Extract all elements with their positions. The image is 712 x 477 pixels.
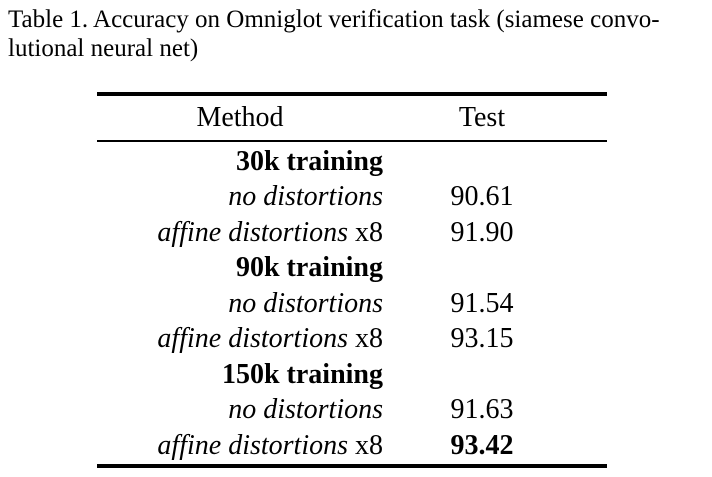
method-cell: no distortions [97, 288, 387, 320]
table-row: no distortions 90.61 [97, 180, 607, 216]
test-value: 90.61 [450, 181, 514, 213]
method-suffix: x8 [348, 429, 383, 461]
method-cell: no distortions [97, 394, 387, 426]
table-row: 30k training [97, 144, 607, 180]
table-row: 90k training [97, 251, 607, 287]
table-row: affine distortions x8 93.15 [97, 322, 607, 358]
method-label: affine distortions [157, 216, 348, 248]
table-row: affine distortions x8 93.42 [97, 428, 607, 464]
caption-line-1: Table 1. Accuracy on Omniglot verificati… [8, 6, 660, 33]
test-value: 93.15 [450, 323, 514, 355]
test-value: 91.90 [450, 216, 514, 248]
table-row: no distortions 91.63 [97, 393, 607, 429]
test-value: 93.42 [450, 429, 514, 461]
method-cell: 90k training [235, 252, 383, 284]
table-caption: Table 1. Accuracy on Omniglot verificati… [8, 5, 708, 63]
method-label: no distortions [228, 181, 383, 213]
method-column-header: Method [196, 102, 284, 133]
method-label: no distortions [228, 394, 383, 426]
method-suffix: x8 [348, 323, 383, 355]
header-rule [97, 140, 607, 142]
top-rule [97, 92, 607, 96]
method-label: affine distortions [157, 323, 348, 355]
test-value: 91.54 [450, 287, 514, 319]
table-row: no distortions 91.54 [97, 286, 607, 322]
method-cell: affine distortions x8 [97, 217, 387, 249]
method-cell: affine distortions x8 [97, 430, 387, 462]
table-row: affine distortions x8 91.90 [97, 215, 607, 251]
table-body: 30k training no distortions 90.61 affine… [97, 142, 607, 464]
method-cell: 150k training [221, 358, 383, 390]
method-cell: affine distortions x8 [97, 323, 387, 355]
method-label: no distortions [228, 287, 383, 319]
results-table: Method Test 30k training no distortions … [97, 92, 607, 468]
method-cell: 30k training [235, 145, 383, 177]
method-suffix: x8 [348, 216, 383, 248]
table-row: 150k training [97, 357, 607, 393]
method-cell: no distortions [97, 181, 387, 213]
test-value: 91.63 [450, 394, 514, 426]
method-label: affine distortions [157, 429, 348, 461]
test-column-header: Test [458, 102, 506, 133]
table-header-row: Method Test [97, 96, 607, 140]
caption-line-2: lutional neural net) [8, 35, 199, 62]
bottom-rule [97, 463, 607, 468]
